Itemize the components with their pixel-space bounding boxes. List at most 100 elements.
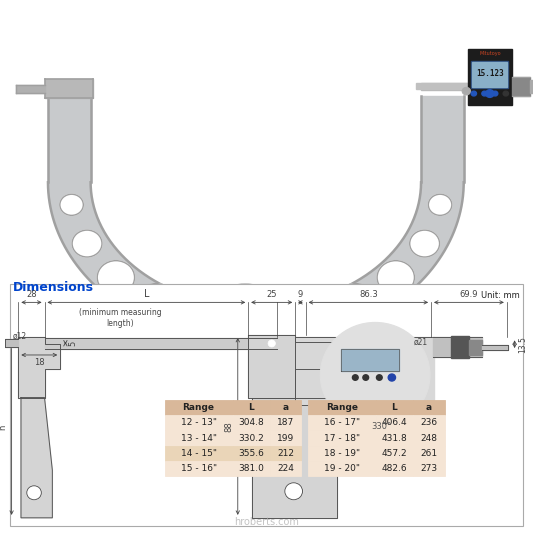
Bar — [232, 400, 270, 415]
Text: 248: 248 — [421, 433, 438, 442]
Bar — [308, 461, 376, 476]
Polygon shape — [48, 182, 464, 345]
Polygon shape — [421, 96, 464, 182]
Circle shape — [27, 486, 42, 500]
Text: Range: Range — [183, 403, 215, 412]
Bar — [270, 430, 302, 446]
Bar — [413, 415, 445, 430]
Circle shape — [231, 304, 281, 349]
Circle shape — [334, 284, 378, 324]
Circle shape — [363, 375, 369, 380]
Text: 15.123: 15.123 — [476, 69, 504, 78]
Text: L: L — [143, 289, 149, 299]
Text: hroberts.com: hroberts.com — [234, 518, 299, 527]
Text: 293-784  293-XXX: 293-784 293-XXX — [228, 297, 263, 301]
Text: 16 - 17": 16 - 17" — [324, 418, 360, 427]
Text: Dimensions: Dimensions — [13, 281, 94, 294]
Text: 199: 199 — [277, 433, 294, 442]
Text: 236: 236 — [421, 418, 438, 427]
Text: 14 - 15": 14 - 15" — [181, 449, 216, 458]
Polygon shape — [471, 61, 508, 88]
Ellipse shape — [208, 285, 282, 304]
Polygon shape — [472, 62, 507, 87]
Text: 17 - 18": 17 - 18" — [324, 433, 360, 442]
Circle shape — [492, 91, 498, 96]
Text: L: L — [392, 403, 397, 412]
Circle shape — [376, 375, 382, 380]
Bar — [165, 446, 232, 461]
Text: 5: 5 — [69, 341, 77, 346]
Polygon shape — [469, 340, 482, 355]
Text: 15 - 16": 15 - 16" — [181, 464, 216, 473]
Circle shape — [352, 375, 358, 380]
Text: 431.8: 431.8 — [382, 433, 407, 442]
Text: 482.6: 482.6 — [382, 464, 407, 473]
Text: 187: 187 — [277, 418, 294, 427]
Text: 12 - 13": 12 - 13" — [181, 418, 216, 427]
Polygon shape — [341, 349, 399, 371]
Polygon shape — [530, 79, 533, 93]
Text: 19 - 20": 19 - 20" — [324, 464, 360, 473]
Text: 18: 18 — [34, 359, 45, 367]
Polygon shape — [48, 96, 91, 182]
Circle shape — [377, 261, 415, 294]
Bar — [413, 430, 445, 446]
Text: 457.2: 457.2 — [382, 449, 407, 458]
Circle shape — [429, 194, 452, 215]
Circle shape — [486, 90, 494, 98]
Text: ø21: ø21 — [414, 338, 428, 347]
Circle shape — [503, 91, 508, 96]
Circle shape — [410, 230, 440, 257]
Text: 28: 28 — [26, 290, 37, 299]
Text: 13 - 14": 13 - 14" — [181, 433, 216, 442]
Circle shape — [60, 194, 83, 215]
Circle shape — [471, 91, 477, 96]
Bar — [376, 400, 413, 415]
Text: (minimum measuring
length): (minimum measuring length) — [79, 309, 161, 328]
Text: Mitutoyo: Mitutoyo — [229, 289, 261, 295]
Text: 261: 261 — [421, 449, 438, 458]
Text: 304.8: 304.8 — [238, 418, 264, 427]
Polygon shape — [248, 335, 337, 398]
Text: 273: 273 — [421, 464, 438, 473]
Text: n: n — [0, 425, 7, 430]
Bar — [413, 400, 445, 415]
Bar — [308, 446, 376, 461]
Polygon shape — [421, 83, 469, 90]
Text: 88: 88 — [224, 421, 233, 432]
Bar — [232, 446, 270, 461]
Text: 69.9: 69.9 — [459, 290, 478, 299]
Bar — [376, 461, 413, 476]
Circle shape — [388, 374, 395, 381]
Text: 25: 25 — [266, 290, 277, 299]
Bar — [413, 461, 445, 476]
Bar — [376, 430, 413, 446]
Text: 18 - 19": 18 - 19" — [324, 449, 360, 458]
Text: Unit: mm: Unit: mm — [481, 291, 520, 300]
Circle shape — [180, 299, 228, 342]
Text: Range: Range — [326, 403, 358, 412]
Text: 9: 9 — [298, 290, 303, 299]
Bar — [270, 415, 302, 430]
Text: 86.3: 86.3 — [359, 290, 378, 299]
Bar — [308, 400, 376, 415]
Text: 330°: 330° — [371, 422, 391, 431]
Text: 406.4: 406.4 — [382, 418, 407, 427]
Polygon shape — [512, 77, 530, 96]
Circle shape — [72, 230, 102, 257]
Text: 330.2: 330.2 — [238, 433, 264, 442]
Polygon shape — [416, 84, 469, 89]
Circle shape — [462, 87, 471, 95]
Text: a: a — [426, 403, 432, 412]
Bar — [165, 400, 232, 415]
Polygon shape — [295, 337, 434, 405]
Text: a: a — [283, 403, 289, 412]
Polygon shape — [16, 85, 45, 93]
Polygon shape — [252, 398, 337, 518]
Text: ø12: ø12 — [13, 332, 27, 341]
Text: Mitutoyo: Mitutoyo — [479, 51, 500, 56]
Bar — [165, 415, 232, 430]
Bar — [232, 415, 270, 430]
Bar — [308, 415, 376, 430]
Bar — [413, 446, 445, 461]
